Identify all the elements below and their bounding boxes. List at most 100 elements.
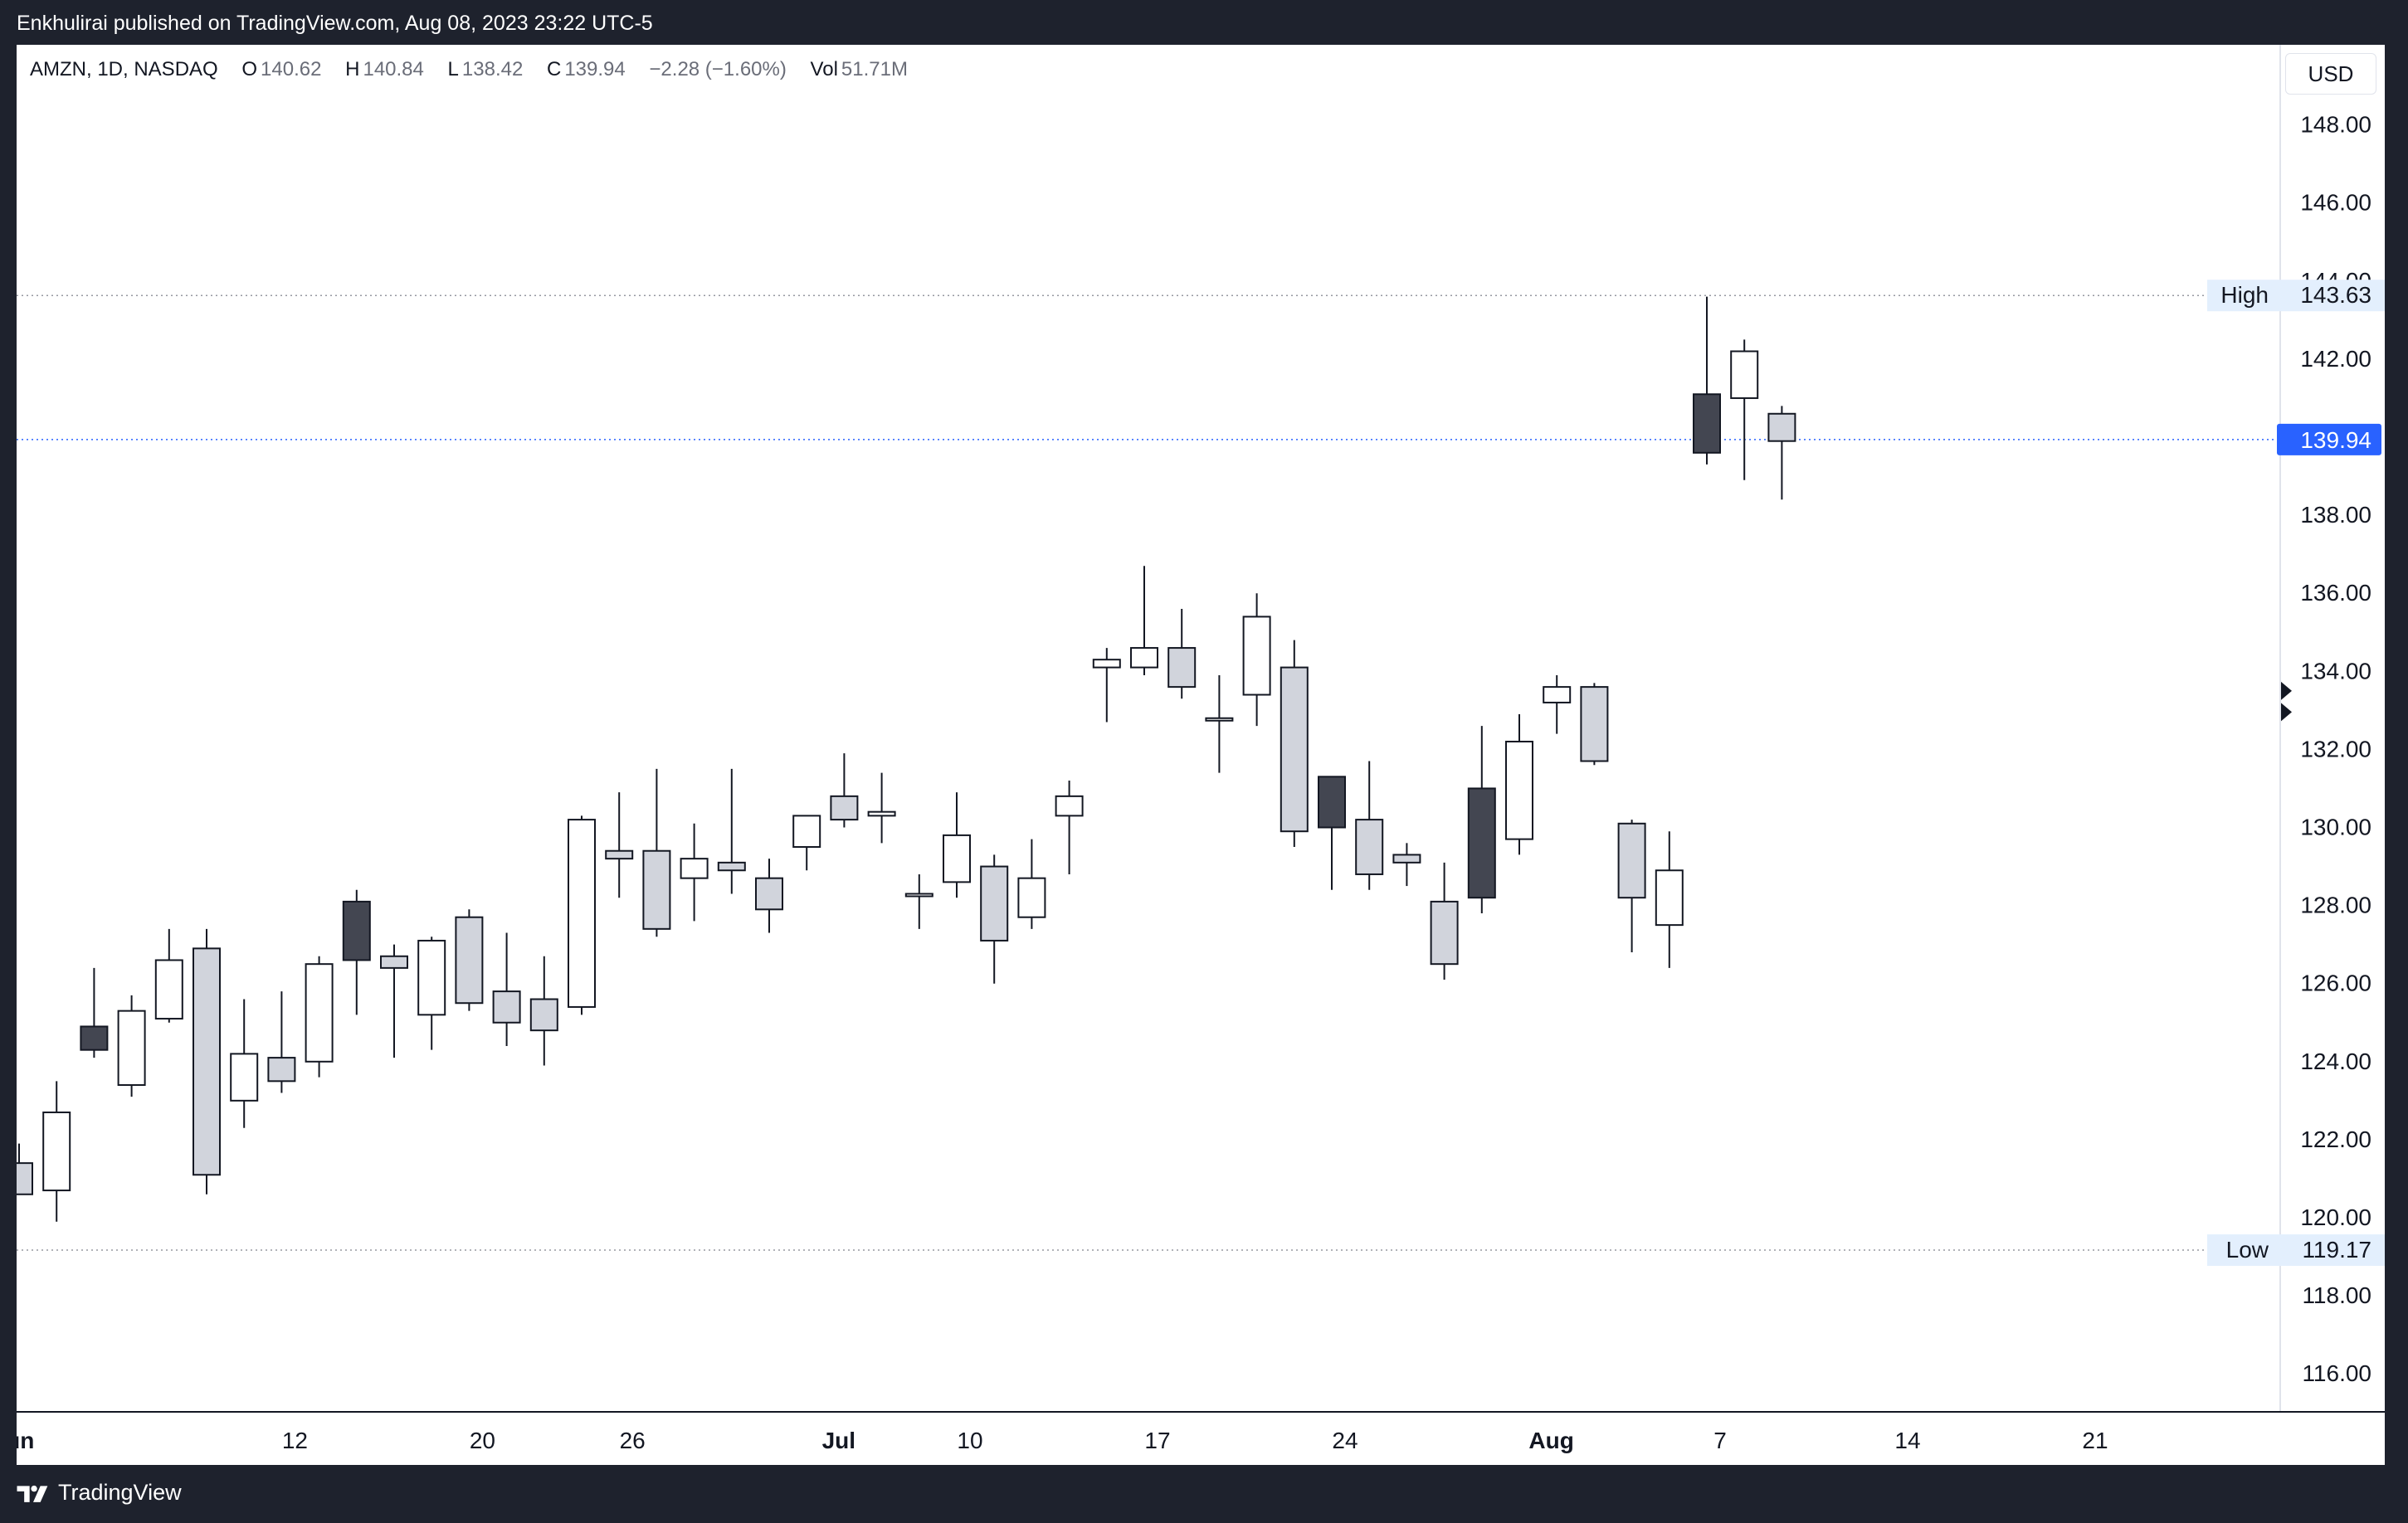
time-tick-label: 7 <box>1713 1428 1727 1453</box>
marker-label: Low <box>2226 1237 2269 1263</box>
tradingview-logo[interactable]: TradingView <box>17 1480 182 1506</box>
candle-body <box>717 861 746 872</box>
candle <box>80 967 109 1058</box>
candle-body <box>904 893 933 898</box>
candle-body <box>1280 666 1309 833</box>
candle-body <box>1055 795 1084 817</box>
candle-body <box>455 916 484 1005</box>
candle-body <box>342 900 371 961</box>
candle <box>717 768 746 894</box>
candle-body <box>1580 686 1609 762</box>
time-tick-label: 17 <box>1144 1428 1170 1453</box>
candle <box>1543 675 1572 734</box>
candle-body <box>17 1162 33 1195</box>
time-tick-label: 24 <box>1332 1428 1358 1453</box>
candle-body <box>305 963 334 1063</box>
candle-body <box>1355 819 1384 875</box>
candle <box>1318 776 1346 890</box>
low-marker: Low 119.17 <box>2207 1234 2385 1267</box>
candle <box>380 944 408 1058</box>
candle <box>1355 761 1384 890</box>
candle <box>568 815 596 1015</box>
candle-body <box>42 1111 71 1192</box>
candle-body <box>1242 616 1271 696</box>
candle <box>943 792 971 898</box>
time-tick-label: Jul <box>822 1428 855 1453</box>
volume-label: Vol <box>810 58 838 80</box>
price-tick-label: 130.00 <box>2300 815 2371 840</box>
candle <box>417 937 446 1050</box>
price-tick-label: 138.00 <box>2300 502 2371 528</box>
publish-line: Enkhulirai published on TradingView.com,… <box>17 12 653 35</box>
publish-header: Enkhulirai published on TradingView.com,… <box>0 0 2408 45</box>
price-tick-label: 142.00 <box>2300 346 2371 372</box>
open-value: 140.62 <box>261 58 322 80</box>
candle <box>1693 296 1721 465</box>
candle-body <box>1693 393 1721 454</box>
candle-body <box>1205 717 1234 722</box>
time-tick-label: 12 <box>282 1428 308 1453</box>
price-tick-label: 122.00 <box>2300 1126 2371 1152</box>
high-marker: High 143.63 <box>2207 280 2385 312</box>
candle-body <box>267 1057 296 1083</box>
candle <box>755 859 783 933</box>
currency-button[interactable]: USD <box>2285 53 2376 95</box>
brand-name: TradingView <box>58 1480 182 1505</box>
marker-value: 119.17 <box>2302 1237 2371 1263</box>
candlestick-chart[interactable]: 148.00146.00144.00142.00140.00138.00136.… <box>17 45 2385 1465</box>
candle-body <box>230 1053 259 1102</box>
candle <box>1617 820 1646 953</box>
marker-label: High <box>2220 282 2269 308</box>
close-label: C <box>546 58 562 80</box>
time-tick-label: Aug <box>1528 1428 1573 1453</box>
candle <box>154 928 183 1023</box>
candle-body <box>980 865 1009 942</box>
candle-body <box>193 947 221 1176</box>
candle-body <box>680 858 709 879</box>
candle-body <box>1318 776 1346 829</box>
candle <box>342 889 371 1015</box>
time-tick-label: 10 <box>957 1428 982 1453</box>
candle-body <box>1092 659 1121 669</box>
candle-body <box>529 998 558 1032</box>
chart-frame[interactable]: 148.00146.00144.00142.00140.00138.00136.… <box>17 45 2385 1465</box>
time-tick-label: 21 <box>2082 1428 2108 1453</box>
candle <box>117 995 146 1097</box>
candle <box>1730 339 1759 480</box>
candle-body <box>1767 412 1796 442</box>
candle-body <box>1430 900 1459 966</box>
candle-body <box>830 795 859 821</box>
symbol-legend: AMZN, 1D, NASDAQ O 140.62 H 140.84 L 138.42… <box>30 58 911 81</box>
open-label: O <box>241 58 258 80</box>
low-value: 138.42 <box>461 58 524 80</box>
candle <box>642 768 671 937</box>
candle <box>1467 726 1496 914</box>
change-value: −2.28 (−1.60%) <box>649 58 787 80</box>
price-tick-label: 134.00 <box>2300 658 2371 684</box>
candle-body <box>380 955 408 969</box>
symbol-info: AMZN, 1D, NASDAQ <box>30 58 218 80</box>
candle <box>1017 839 1046 929</box>
candle <box>904 873 933 929</box>
price-tick-label: 132.00 <box>2300 736 2371 762</box>
candle-body <box>1167 647 1197 689</box>
candle-body <box>1655 869 1684 927</box>
candle <box>1130 566 1158 676</box>
candle-body <box>642 849 671 930</box>
candle-body <box>492 990 521 1024</box>
candle-body <box>117 1010 146 1087</box>
candle <box>980 854 1009 984</box>
candle <box>1092 648 1121 723</box>
candle-body <box>417 939 446 1016</box>
price-tick-label: 126.00 <box>2300 971 2371 996</box>
tradingview-logo-icon <box>17 1485 48 1502</box>
candle <box>1655 831 1684 968</box>
price-tick-label: 116.00 <box>2302 1360 2371 1386</box>
time-tick-label: 26 <box>620 1428 646 1453</box>
candle-body <box>1543 686 1572 703</box>
candle <box>1280 640 1309 848</box>
price-tick-label: 148.00 <box>2300 112 2371 138</box>
last-price-background <box>2277 423 2381 455</box>
candle <box>42 1081 71 1222</box>
price-tick-label: 128.00 <box>2300 893 2371 918</box>
